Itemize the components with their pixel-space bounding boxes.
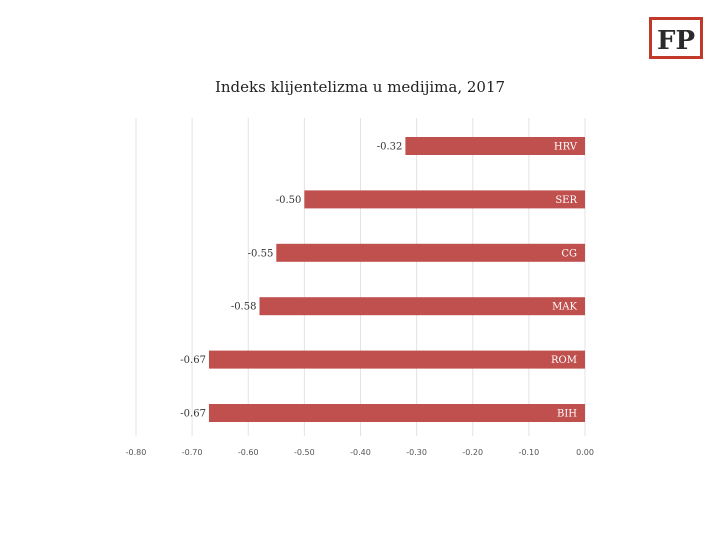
x-tick-label: 0.00 — [576, 448, 594, 457]
bar-mak — [259, 297, 585, 316]
value-labels: -0.32 -0.50 -0.55 -0.58 -0.67 -0.67 — [180, 142, 402, 420]
category-label: BIH — [557, 409, 577, 420]
category-label: MAK — [552, 302, 577, 313]
x-tick-label: -0.50 — [294, 448, 315, 457]
fp-logo-text: FP — [657, 26, 695, 56]
gridlines — [135, 118, 586, 436]
x-tick-label: -0.30 — [406, 448, 427, 457]
value-label: -0.50 — [276, 195, 302, 206]
category-label: CG — [561, 248, 577, 259]
value-label: -0.58 — [231, 302, 257, 313]
x-tick-label: -0.10 — [519, 448, 540, 457]
category-label: HRV — [554, 142, 578, 153]
bar-ser — [304, 190, 585, 209]
bar-hrv — [405, 137, 585, 155]
bars — [208, 137, 585, 422]
category-label: SER — [555, 195, 577, 206]
value-label: -0.55 — [248, 248, 274, 259]
chart-title: Indeks klijentelizma u medijima, 2017 — [215, 78, 505, 96]
x-tick-label: -0.80 — [126, 448, 147, 457]
x-tick-label: -0.70 — [182, 448, 203, 457]
x-tick-label: -0.20 — [462, 448, 483, 457]
x-tick-label: -0.60 — [238, 448, 259, 457]
value-label: -0.67 — [180, 355, 206, 366]
category-labels: HRV SER CG MAK ROM BIH — [551, 142, 578, 420]
category-label: ROM — [551, 355, 577, 366]
value-label: -0.67 — [180, 409, 206, 420]
bar-cg — [276, 243, 585, 262]
x-axis-tick-labels: -0.80 -0.70 -0.60 -0.50 -0.40 -0.30 -0.20 -0.10… — [126, 448, 594, 457]
bar-rom — [208, 350, 585, 369]
bar-bih — [208, 404, 585, 422]
fp-logo: FP — [649, 17, 703, 59]
x-tick-label: -0.40 — [350, 448, 371, 457]
value-label: -0.32 — [377, 142, 403, 153]
